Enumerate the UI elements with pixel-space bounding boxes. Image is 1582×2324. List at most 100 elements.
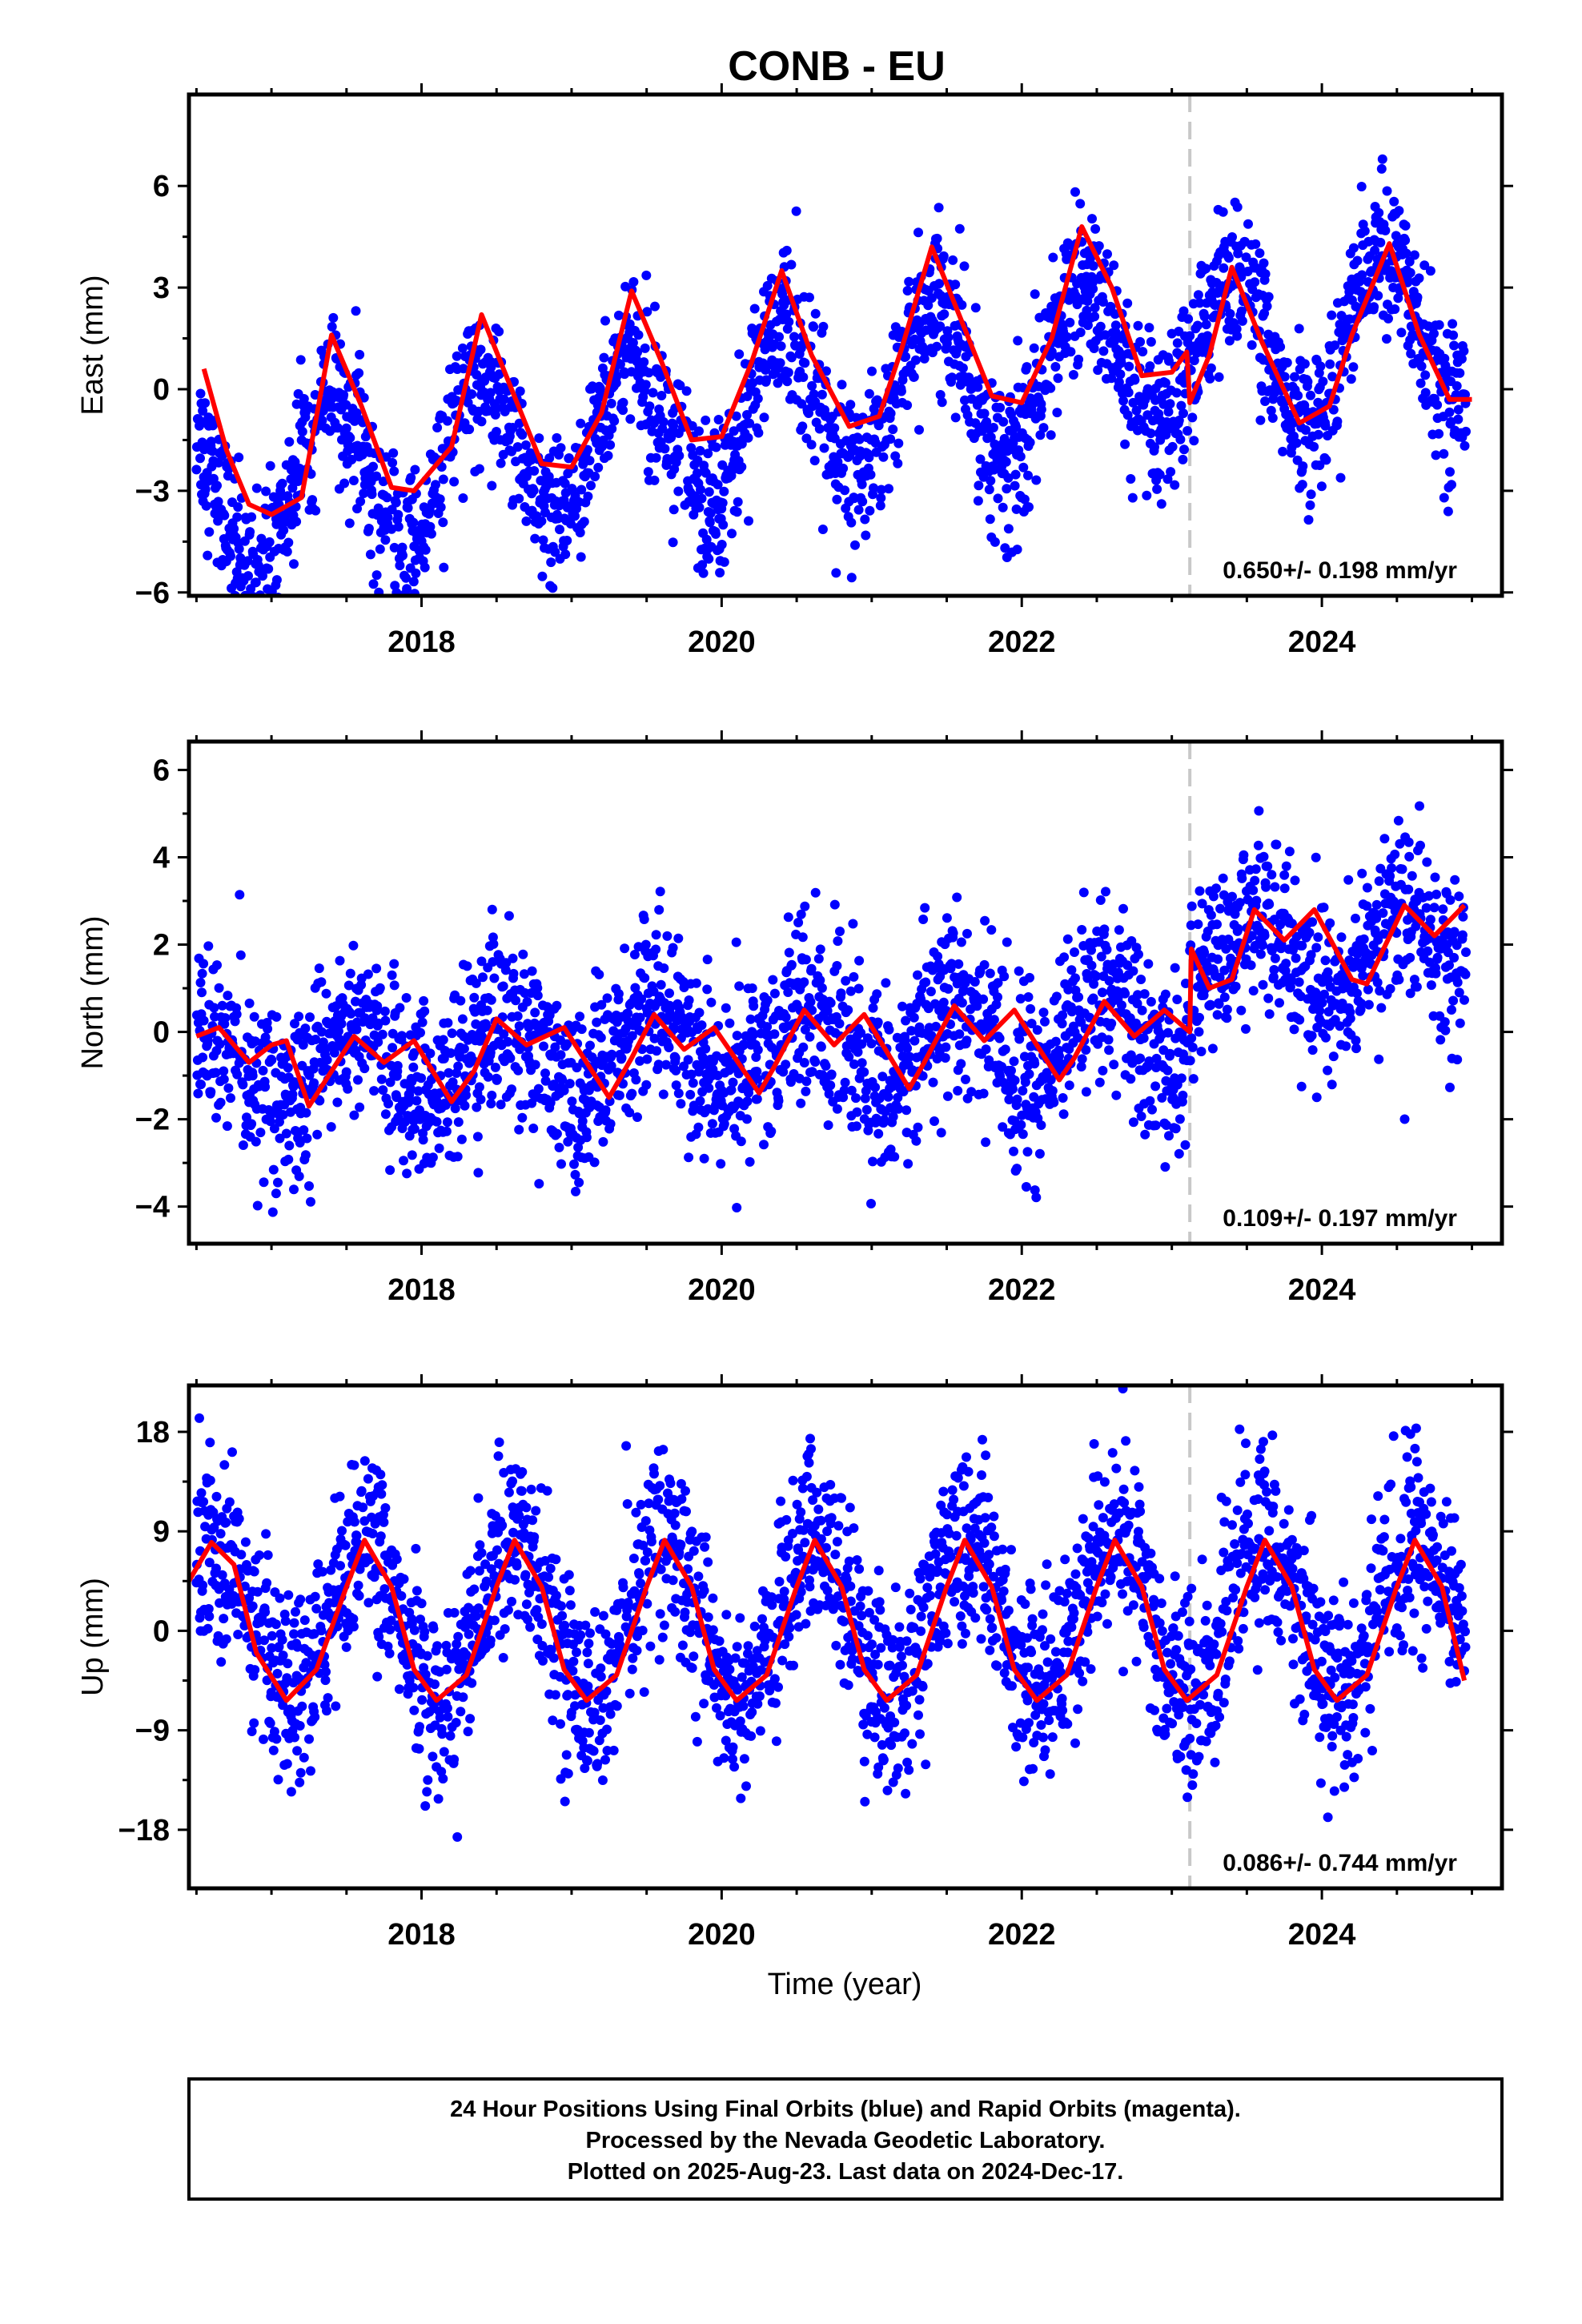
data-point [247, 1119, 257, 1129]
data-point [866, 1039, 877, 1049]
data-point [1439, 493, 1449, 503]
data-point [1003, 472, 1014, 483]
data-point [1030, 1185, 1040, 1196]
data-point [380, 535, 391, 545]
data-point [281, 1128, 291, 1139]
data-point [1346, 374, 1356, 384]
data-point [966, 394, 977, 404]
data-point [385, 1077, 396, 1088]
data-point [453, 1117, 464, 1128]
data-point [956, 937, 966, 947]
data-point [1439, 353, 1450, 364]
data-point [800, 1024, 810, 1035]
data-point [348, 476, 359, 485]
data-point [432, 1116, 442, 1127]
data-point [1020, 1077, 1030, 1088]
data-point [273, 1177, 283, 1188]
data-point [1222, 1004, 1232, 1015]
data-point [786, 259, 797, 270]
data-point [409, 1047, 420, 1058]
data-point [1115, 369, 1126, 380]
data-point [773, 1096, 784, 1106]
data-point [343, 980, 354, 991]
data-point [508, 968, 519, 979]
data-point [1075, 199, 1086, 209]
data-point [229, 524, 239, 534]
data-point [249, 1011, 259, 1022]
data-point [733, 497, 743, 507]
data-point [199, 1015, 209, 1026]
data-point [206, 1087, 216, 1097]
data-point [833, 936, 843, 947]
data-point [1284, 846, 1295, 857]
data-point [1288, 945, 1298, 955]
data-point [902, 1043, 913, 1053]
data-point [673, 933, 684, 943]
data-point [943, 332, 954, 343]
data-point [1011, 422, 1022, 432]
data-point [247, 512, 257, 522]
data-point [1432, 952, 1443, 963]
data-point [865, 505, 875, 516]
data-point [1455, 1018, 1465, 1028]
data-point [295, 355, 306, 365]
data-point [901, 352, 911, 362]
data-point [1382, 334, 1391, 344]
data-point [789, 332, 799, 342]
data-point [1000, 543, 1010, 553]
data-point [954, 223, 965, 234]
data-point [1193, 919, 1203, 930]
data-point [416, 1027, 425, 1038]
data-point [1111, 1090, 1122, 1100]
data-point [277, 478, 287, 489]
data-point [1358, 971, 1368, 981]
data-point [231, 1009, 242, 1019]
data-point [1312, 419, 1323, 428]
data-point [1323, 974, 1334, 984]
data-point [439, 1053, 449, 1063]
data-point [1241, 252, 1251, 263]
east-fit-line [201, 224, 1472, 517]
data-point [1106, 1019, 1117, 1028]
data-point [471, 978, 481, 988]
data-point [664, 1043, 674, 1052]
data-point [839, 1085, 849, 1096]
data-point [1250, 277, 1260, 287]
data-point [707, 1119, 717, 1129]
data-point [560, 478, 570, 489]
data-point [399, 1156, 408, 1166]
data-point [612, 371, 622, 381]
data-point [1352, 949, 1363, 959]
data-point [1178, 408, 1188, 419]
data-point [1093, 365, 1103, 376]
data-point [857, 1058, 867, 1068]
data-point [564, 1079, 575, 1089]
data-point [1214, 999, 1224, 1009]
data-point [973, 382, 983, 392]
data-point [704, 487, 714, 497]
data-point [1248, 986, 1259, 996]
data-point [363, 524, 374, 533]
data-point [195, 978, 206, 987]
data-point [226, 551, 235, 561]
data-point [1352, 255, 1363, 266]
data-point [1006, 1065, 1016, 1076]
data-point [1076, 1062, 1086, 1072]
data-point [747, 983, 757, 993]
data-point [1062, 934, 1073, 944]
data-point [835, 927, 845, 936]
data-point [1021, 1182, 1031, 1192]
data-point [1128, 966, 1138, 976]
data-point [199, 959, 209, 969]
data-point [1009, 1056, 1019, 1067]
data-point [1090, 312, 1100, 322]
data-point [1327, 310, 1337, 320]
data-point [1294, 977, 1304, 987]
data-point [283, 1063, 293, 1073]
data-point [507, 1084, 516, 1095]
data-point [581, 1132, 592, 1143]
data-point [658, 1030, 669, 1039]
data-point [948, 255, 958, 265]
data-point [1445, 467, 1455, 477]
data-point [258, 571, 267, 581]
